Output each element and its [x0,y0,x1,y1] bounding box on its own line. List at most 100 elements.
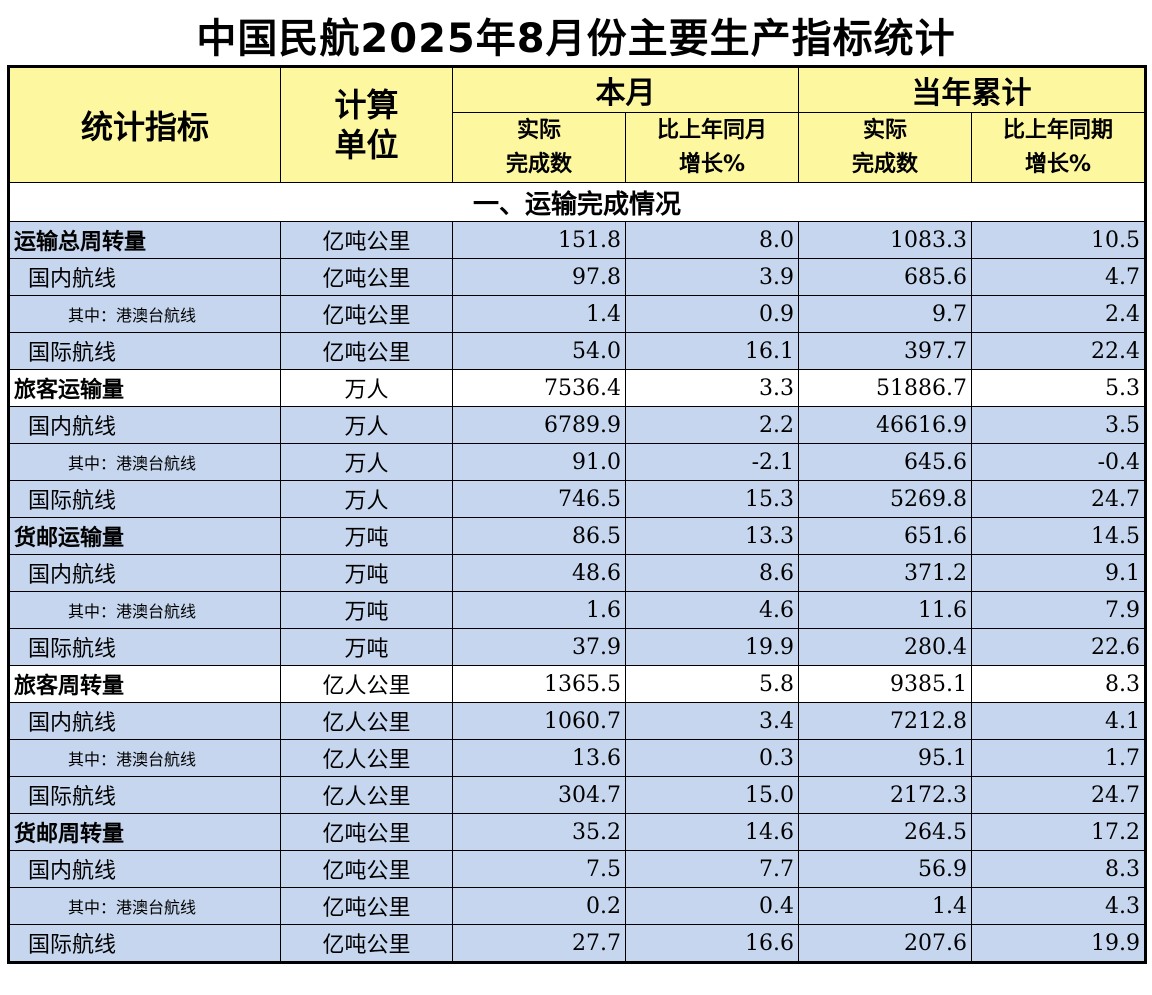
row-unit: 亿人公里 [280,739,453,777]
header-month-growth: 比上年同月 增长% [625,112,799,183]
row-ytd-growth: 8.3 [971,850,1146,888]
row-ytd-actual: 11.6 [798,591,972,629]
row-month-actual: 746.5 [452,480,626,518]
row-month-growth: 0.3 [625,739,799,777]
row-month-growth: 19.9 [625,628,799,666]
row-month-actual: 97.8 [452,258,626,296]
row-month-actual: 1.6 [452,591,626,629]
row-month-growth: -2.1 [625,443,799,481]
header-month-actual-line2: 完成数 [505,151,572,177]
row-month-actual: 1060.7 [452,702,626,740]
row-name: 国际航线 [8,628,281,666]
row-month-actual: 91.0 [452,443,626,481]
row-ytd-actual: 264.5 [798,813,972,851]
row-ytd-actual: 207.6 [798,924,972,963]
row-unit: 亿吨公里 [280,850,453,888]
row-ytd-actual: 95.1 [798,739,972,777]
header-ytd-growth-line1: 比上年同期 [1002,117,1113,143]
row-month-growth: 16.1 [625,332,799,370]
row-month-growth: 5.8 [625,665,799,703]
table-row: 货邮周转量 亿吨公里 35.2 14.6 264.5 17.2 [8,813,1146,851]
table-row: 国际航线 亿吨公里 27.7 16.6 207.6 19.9 [8,924,1146,963]
row-unit: 亿人公里 [280,665,453,703]
row-month-actual: 7.5 [452,850,626,888]
table-row: 货邮运输量 万吨 86.5 13.3 651.6 14.5 [8,517,1146,555]
row-month-actual: 7536.4 [452,369,626,407]
header-ytd-growth: 比上年同期 增长% [971,112,1146,183]
row-name: 国际航线 [8,332,281,370]
row-unit: 亿吨公里 [280,887,453,925]
row-name: 国内航线 [8,850,281,888]
row-month-growth: 16.6 [625,924,799,963]
row-unit: 万人 [280,369,453,407]
row-month-growth: 14.6 [625,813,799,851]
header-ytd-actual-line2: 完成数 [851,151,918,177]
row-unit: 亿吨公里 [280,221,453,259]
header-unit-line1: 计算 [334,86,399,124]
row-ytd-actual: 2172.3 [798,776,972,814]
header-ytd-group: 当年累计 [798,66,1146,113]
row-month-growth: 15.3 [625,480,799,518]
header-month-growth-line1: 比上年同月 [656,117,767,143]
header-month-actual-line1: 实际 [516,117,561,143]
row-unit: 万人 [280,480,453,518]
row-month-actual: 13.6 [452,739,626,777]
row-ytd-growth: 3.5 [971,406,1146,444]
row-month-actual: 27.7 [452,924,626,963]
page-title: 中国民航2025年8月份主要生产指标统计 [196,16,956,62]
row-ytd-actual: 371.2 [798,554,972,592]
row-name: 其中：港澳台航线 [8,591,281,629]
table-row: 国际航线 万人 746.5 15.3 5269.8 24.7 [8,480,1146,518]
statistics-table: 统计指标 计算 单位 本月 当年累计 实际 完成数 比上年同月 增长% 实际 完… [7,65,1147,964]
row-ytd-growth: 24.7 [971,480,1146,518]
header-unit: 计算 单位 [280,66,453,183]
table-row: 运输总周转量 亿吨公里 151.8 8.0 1083.3 10.5 [8,221,1146,259]
row-ytd-growth: 24.7 [971,776,1146,814]
row-month-growth: 2.2 [625,406,799,444]
row-ytd-growth: 17.2 [971,813,1146,851]
row-ytd-growth: 4.7 [971,258,1146,296]
row-ytd-growth: 9.1 [971,554,1146,592]
row-month-actual: 6789.9 [452,406,626,444]
row-ytd-growth: 5.3 [971,369,1146,407]
table-row: 旅客周转量 亿人公里 1365.5 5.8 9385.1 8.3 [8,665,1146,703]
row-ytd-actual: 56.9 [798,850,972,888]
row-name: 国内航线 [8,406,281,444]
row-month-growth: 4.6 [625,591,799,629]
row-ytd-actual: 397.7 [798,332,972,370]
row-month-actual: 86.5 [452,517,626,555]
row-month-growth: 3.3 [625,369,799,407]
row-unit: 万吨 [280,517,453,555]
table-row: 其中：港澳台航线 万人 91.0 -2.1 645.6 -0.4 [8,443,1146,481]
header-ytd-actual: 实际 完成数 [798,112,972,183]
row-name: 货邮运输量 [8,517,281,555]
row-ytd-growth: 19.9 [971,924,1146,963]
row-month-growth: 0.4 [625,887,799,925]
row-month-actual: 151.8 [452,221,626,259]
row-unit: 亿吨公里 [280,258,453,296]
row-name: 其中：港澳台航线 [8,739,281,777]
row-unit: 亿人公里 [280,702,453,740]
row-ytd-actual: 645.6 [798,443,972,481]
row-name: 旅客运输量 [8,369,281,407]
row-ytd-growth: 1.7 [971,739,1146,777]
row-unit: 万吨 [280,554,453,592]
table-row: 其中：港澳台航线 亿吨公里 0.2 0.4 1.4 4.3 [8,887,1146,925]
table-row: 国内航线 万人 6789.9 2.2 46616.9 3.5 [8,406,1146,444]
row-month-actual: 1365.5 [452,665,626,703]
row-unit: 亿吨公里 [280,813,453,851]
row-ytd-actual: 1083.3 [798,221,972,259]
table-row: 国际航线 亿吨公里 54.0 16.1 397.7 22.4 [8,332,1146,370]
row-name: 国内航线 [8,702,281,740]
table-row: 国际航线 亿人公里 304.7 15.0 2172.3 24.7 [8,776,1146,814]
header-month-group: 本月 [452,66,799,113]
row-ytd-growth: -0.4 [971,443,1146,481]
row-ytd-growth: 8.3 [971,665,1146,703]
row-unit: 万人 [280,443,453,481]
header-ytd-growth-line2: 增长% [1024,151,1092,177]
header-unit-line2: 单位 [334,126,399,164]
row-month-growth: 0.9 [625,295,799,333]
row-unit: 亿吨公里 [280,295,453,333]
row-month-actual: 37.9 [452,628,626,666]
table-row: 旅客运输量 万人 7536.4 3.3 51886.7 5.3 [8,369,1146,407]
